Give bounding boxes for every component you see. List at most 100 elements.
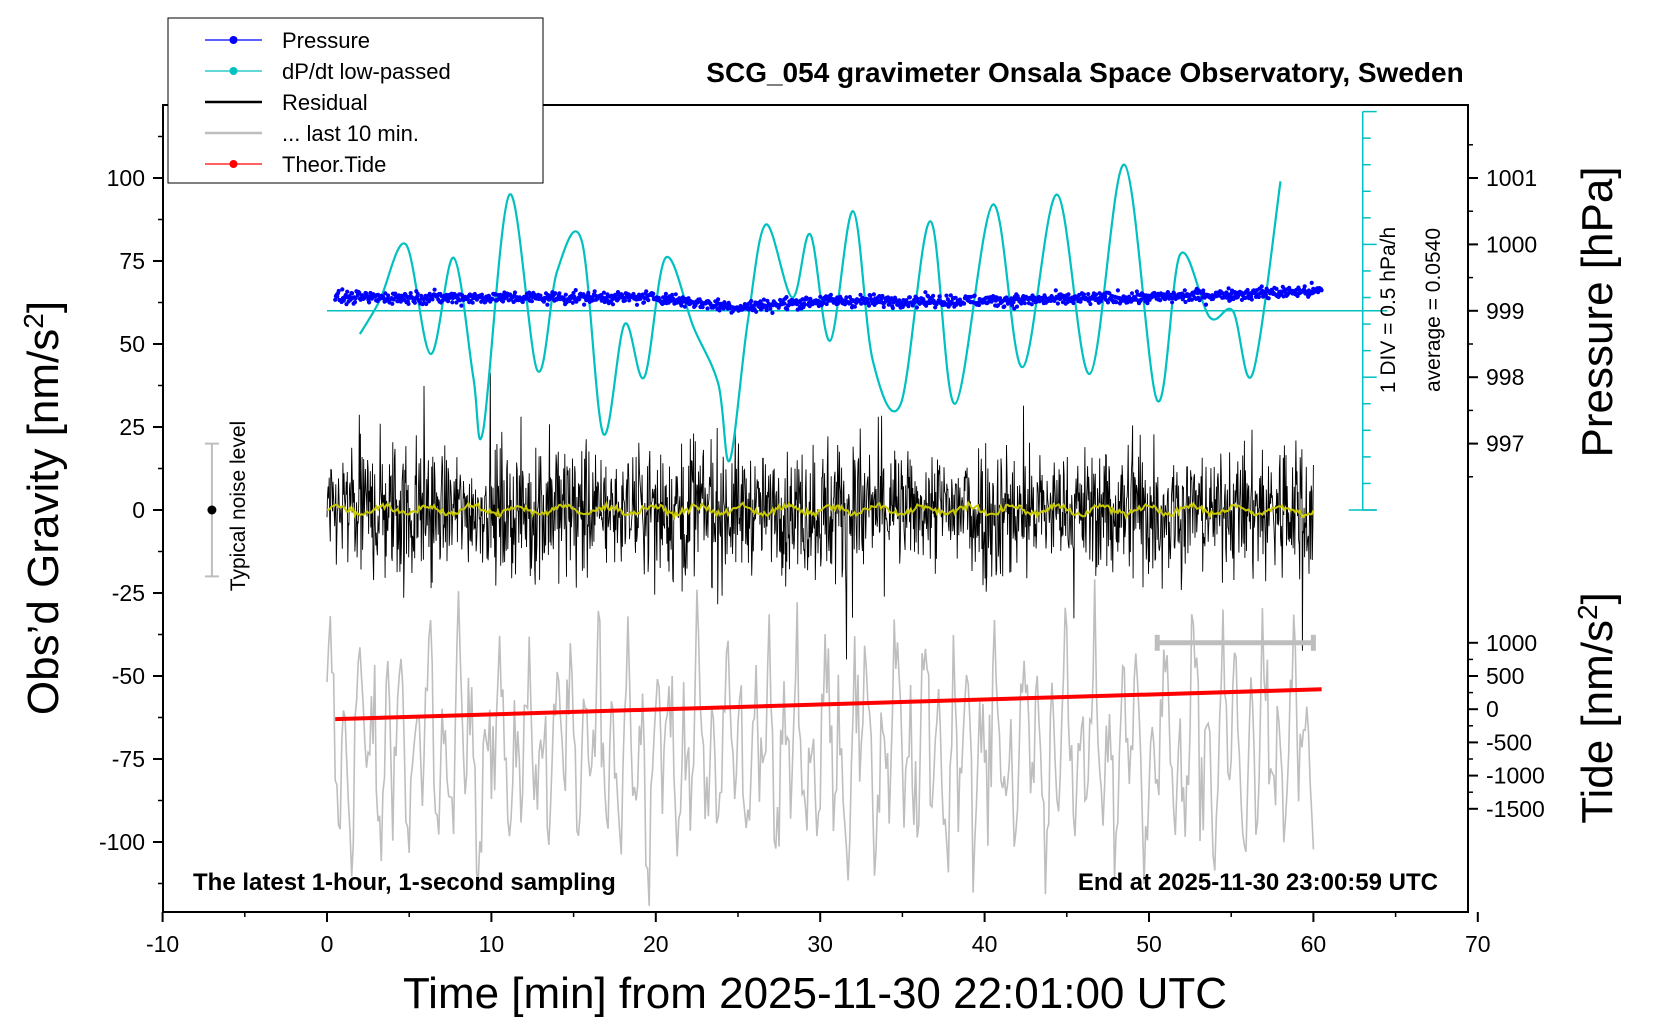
pressure-point xyxy=(880,293,885,299)
pressure-point xyxy=(844,295,849,300)
legend-marker xyxy=(229,36,238,44)
pressure-point xyxy=(393,291,398,296)
pressure-point xyxy=(352,300,358,305)
pressure-point xyxy=(470,300,475,305)
legend-items: Pressure dP/dt low-passed Residual ... last… xyxy=(205,28,451,177)
pressure-point xyxy=(1093,292,1099,297)
y-axis-title-tide-end: ] xyxy=(1573,592,1622,604)
pressure-point xyxy=(871,292,877,297)
y-axis-title-tide-main: Tide [nm/s xyxy=(1573,620,1622,824)
pressure-point xyxy=(367,300,372,305)
pressure-point xyxy=(390,301,395,306)
pressure-tick-label: 999 xyxy=(1486,298,1524,324)
y-tick-label: 0 xyxy=(132,497,145,523)
pressure-point xyxy=(584,297,590,302)
pressure-point xyxy=(432,287,437,292)
pressure-point xyxy=(398,299,403,304)
pressure-point xyxy=(426,299,432,304)
tide-tick-label: 0 xyxy=(1486,696,1499,722)
pressure-tick-label: 1001 xyxy=(1486,165,1537,191)
pressure-point xyxy=(641,300,647,305)
pressure-point xyxy=(412,300,417,305)
pressure-point xyxy=(1081,292,1087,297)
pressure-point xyxy=(500,299,506,304)
pressure-point xyxy=(1309,280,1314,285)
pressure-point xyxy=(944,293,949,298)
pressure-point xyxy=(408,291,413,296)
pressure-point xyxy=(582,302,587,307)
pressure-point xyxy=(340,287,345,292)
pressure-point xyxy=(937,294,942,299)
pressure-point xyxy=(1114,300,1119,305)
annotation-latest-hour: The latest 1-hour, 1-second sampling xyxy=(193,869,616,896)
pressure-point xyxy=(1256,294,1261,300)
pressure-point xyxy=(1088,301,1093,307)
pressure-tick-label: 997 xyxy=(1486,431,1524,457)
pressure-point xyxy=(577,297,582,302)
pressure-point xyxy=(424,301,429,307)
y-tick-label: -75 xyxy=(112,746,145,772)
annotation-div-scale: 1 DIV = 0.5 hPa/h xyxy=(1377,227,1400,393)
pressure-point xyxy=(705,306,710,311)
series-residual-lowpass xyxy=(326,500,1315,521)
tide-tick-label: -500 xyxy=(1486,729,1532,755)
pressure-point xyxy=(490,297,495,302)
ticks-layer: -10 0 10 20 30 40 50 60 701007550250-25-50-75-10… xyxy=(99,135,1545,957)
pressure-point xyxy=(586,290,591,295)
pressure-point xyxy=(440,298,445,303)
y-tick-label: 25 xyxy=(119,414,145,440)
noise-bar-center xyxy=(207,505,217,515)
pressure-point xyxy=(459,303,464,308)
annotation-noise-level: Typical noise level xyxy=(227,421,250,591)
pressure-point xyxy=(679,303,684,308)
pressure-point xyxy=(912,299,917,305)
y-tick-label: -50 xyxy=(112,663,145,689)
pressure-point xyxy=(948,293,953,298)
legend-marker xyxy=(229,67,238,75)
pressure-point xyxy=(953,295,958,300)
legend-marker xyxy=(229,160,238,168)
pressure-point xyxy=(931,293,936,298)
pressure-point xyxy=(1170,300,1175,305)
annotation-end-time: End at 2025-11-30 23:00:59 UTC xyxy=(1078,869,1438,896)
pressure-point xyxy=(1295,293,1300,299)
pressure-point xyxy=(457,298,463,303)
series-last-10-min xyxy=(326,579,1315,906)
annotation-average: average = 0.0540 xyxy=(1422,228,1445,392)
y-tick-label: 50 xyxy=(119,331,145,357)
pressure-point xyxy=(545,302,550,307)
pressure-point xyxy=(1022,301,1027,306)
pressure-point xyxy=(749,298,754,304)
pressure-point xyxy=(553,291,558,296)
tide-tick-label: 1000 xyxy=(1486,630,1537,656)
y-axis-title-left-main: Obs’d Gravity [nm/s xyxy=(19,329,68,715)
pressure-point xyxy=(557,291,562,296)
pressure-point xyxy=(406,301,411,306)
pressure-point xyxy=(563,292,568,297)
pressure-point xyxy=(1158,298,1163,303)
pressure-point xyxy=(686,296,691,301)
pressure-point xyxy=(907,295,913,300)
y-axis-title-left: Obs’d Gravity [nm/s2] xyxy=(18,301,69,715)
pressure-point xyxy=(1266,296,1271,301)
pressure-point xyxy=(828,292,834,297)
pressure-point xyxy=(1103,294,1108,299)
pressure-point xyxy=(995,303,1001,308)
pressure-point xyxy=(1245,287,1250,293)
pressure-point xyxy=(571,290,576,296)
pressure-point xyxy=(570,300,575,305)
pressure-point xyxy=(1302,284,1307,289)
pressure-point xyxy=(479,292,484,297)
pressure-point xyxy=(335,294,340,299)
pressure-point xyxy=(693,303,698,308)
pressure-point xyxy=(670,292,675,297)
x-tick-label: 10 xyxy=(479,931,505,957)
pressure-point xyxy=(784,295,789,300)
pressure-point xyxy=(768,306,773,311)
pressure-point xyxy=(1203,302,1209,307)
x-tick-label: 70 xyxy=(1465,931,1491,957)
pressure-point xyxy=(1274,286,1279,291)
series-residual xyxy=(326,372,1314,660)
x-tick-label: -10 xyxy=(146,931,179,957)
legend-label: ... last 10 min. xyxy=(282,121,419,146)
